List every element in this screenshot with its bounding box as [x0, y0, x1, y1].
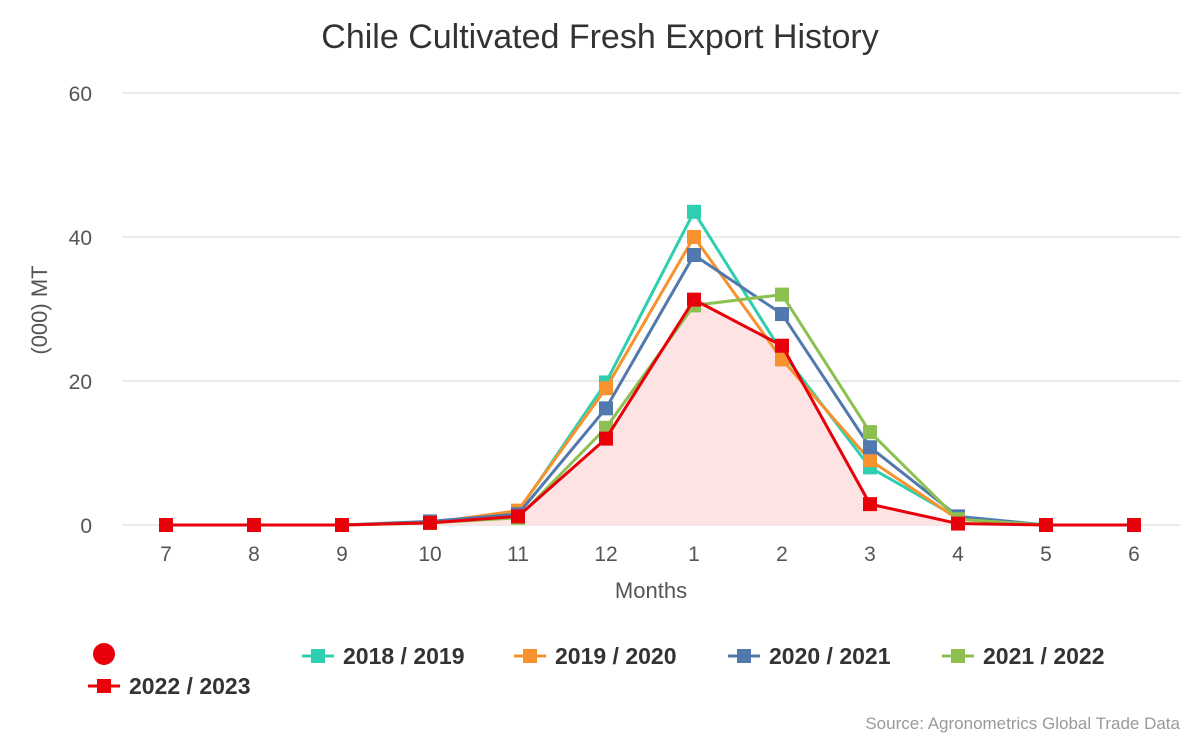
y-axis-title: (000) MT	[27, 265, 52, 354]
legend-label: 2018 / 2019	[343, 643, 465, 669]
data-point[interactable]	[687, 230, 701, 244]
data-point[interactable]	[775, 338, 789, 353]
data-point[interactable]	[863, 425, 877, 440]
data-point[interactable]	[863, 497, 877, 512]
legend-marker	[93, 643, 115, 665]
data-point[interactable]	[599, 381, 613, 396]
data-point[interactable]	[951, 516, 965, 531]
x-tick-label: 10	[418, 543, 441, 566]
y-tick-label: 0	[80, 515, 92, 538]
data-point[interactable]	[863, 453, 877, 468]
data-point[interactable]	[687, 204, 701, 219]
legend-item[interactable]: 2019 / 2020	[514, 643, 677, 669]
legend-label: 2020 / 2021	[769, 643, 891, 669]
data-point[interactable]	[599, 401, 613, 416]
x-tick-label: 5	[1040, 543, 1052, 566]
x-tick-label: 3	[864, 543, 876, 566]
x-tick-label: 8	[248, 543, 260, 566]
y-axis-ticks: 0 20 40 60	[69, 83, 92, 538]
legend-marker	[737, 649, 751, 663]
x-tick-label: 12	[594, 543, 617, 566]
series-line	[166, 298, 1134, 527]
y-tick-label: 40	[69, 227, 92, 250]
x-tick-label: 7	[160, 543, 172, 566]
data-point[interactable]	[423, 515, 437, 530]
series-4	[159, 292, 1141, 532]
x-axis-title: Months	[615, 578, 687, 603]
source-note: Source: Agronometrics Global Trade Data	[865, 714, 1180, 733]
legend-marker	[311, 649, 325, 663]
legend: 2018 / 2019 2019 / 2020 2020 / 2021 2021 / …	[88, 643, 1105, 699]
data-point[interactable]	[687, 292, 701, 307]
x-tick-label: 2	[776, 543, 788, 566]
data-point[interactable]	[863, 440, 877, 455]
data-point[interactable]	[775, 307, 789, 322]
data-point[interactable]	[335, 518, 349, 532]
legend-marker	[97, 679, 111, 693]
x-axis-ticks: 7 8 9 10 11 12 1 2 3 4 5 6	[160, 543, 1140, 566]
y-tick-label: 60	[69, 83, 92, 106]
x-tick-label: 9	[336, 543, 348, 566]
data-point[interactable]	[599, 431, 613, 446]
area-fill	[166, 299, 1134, 525]
y-tick-label: 20	[69, 371, 92, 394]
data-point[interactable]	[687, 248, 701, 262]
legend-label: 2019 / 2020	[555, 643, 677, 669]
legend-item[interactable]: 2018 / 2019	[302, 643, 465, 669]
area-2022-2023	[166, 299, 1134, 525]
data-point[interactable]	[247, 518, 261, 532]
legend-marker	[951, 649, 965, 663]
legend-item[interactable]: 2020 / 2021	[728, 643, 891, 669]
x-tick-label: 11	[507, 543, 529, 566]
data-point[interactable]	[775, 352, 789, 367]
chart-title: Chile Cultivated Fresh Export History	[321, 18, 878, 56]
x-tick-label: 1	[688, 543, 700, 566]
x-tick-label: 6	[1128, 543, 1140, 566]
data-point[interactable]	[1127, 518, 1141, 532]
legend-item[interactable]: 2021 / 2022	[942, 643, 1105, 669]
legend-label: 2021 / 2022	[983, 643, 1105, 669]
data-point[interactable]	[775, 287, 789, 302]
x-tick-label: 4	[952, 543, 964, 566]
legend-marker	[523, 649, 537, 663]
series-layer	[159, 204, 1141, 532]
data-point[interactable]	[1039, 518, 1053, 532]
data-point[interactable]	[159, 518, 173, 532]
legend-label: 2022 / 2023	[129, 673, 251, 699]
legend-item[interactable]: 2022 / 2023	[88, 673, 251, 699]
data-point[interactable]	[511, 509, 525, 524]
